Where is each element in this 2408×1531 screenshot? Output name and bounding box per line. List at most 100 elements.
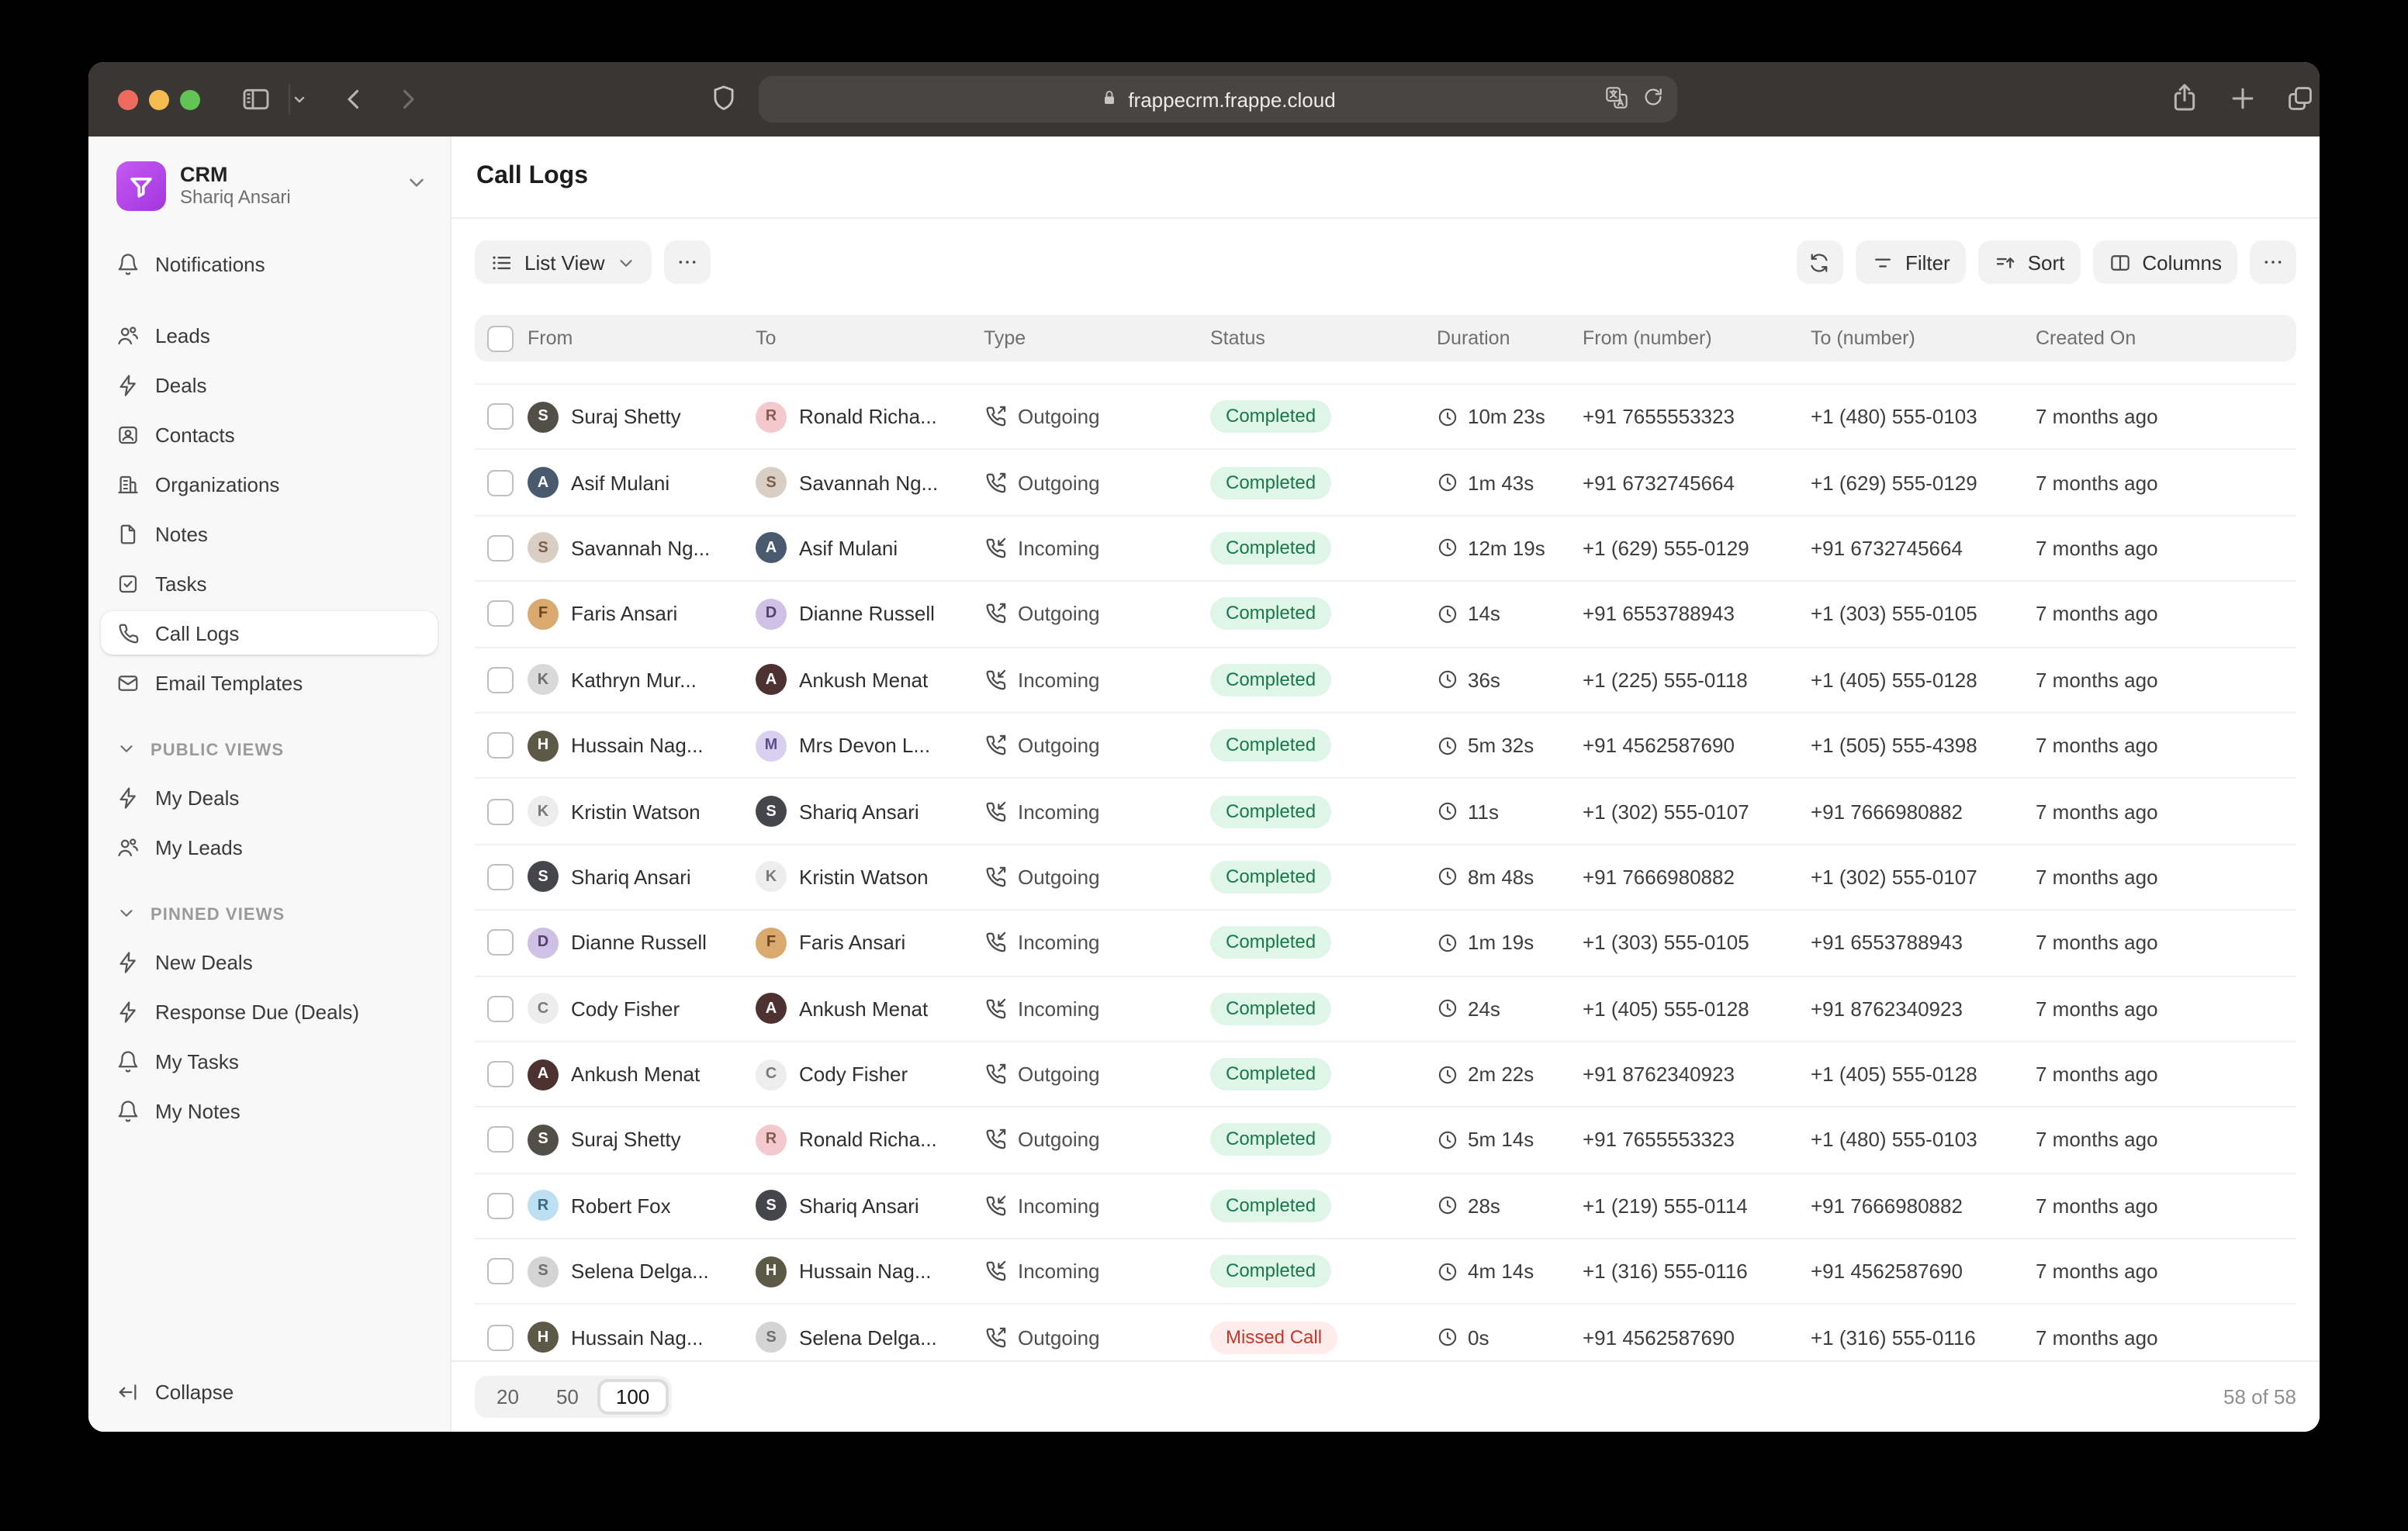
table-row[interactable]: S Savannah Ng... A Asif Mulani Incoming … [475, 517, 2296, 582]
sidebar-item-tasks[interactable]: Tasks [101, 562, 438, 605]
sidebar-item-my-notes[interactable]: My Notes [101, 1089, 438, 1132]
table-row[interactable]: S Selena Delga... H Hussain Nag... Incom… [475, 1239, 2296, 1305]
row-checkbox[interactable] [487, 995, 514, 1022]
table-row[interactable]: K Kristin Watson S Shariq Ansari Incomin… [475, 779, 2296, 845]
row-checkbox[interactable] [487, 1061, 514, 1088]
page-size-option-100[interactable]: 100 [597, 1379, 669, 1415]
filter-button[interactable]: Filter [1855, 240, 1966, 284]
from-number: +1 (225) 555-0118 [1583, 668, 1748, 692]
row-checkbox[interactable] [487, 534, 514, 562]
row-checkbox[interactable] [487, 732, 514, 759]
sidebar-item-notifications[interactable]: Notifications [101, 242, 438, 285]
row-checkbox[interactable] [487, 1192, 514, 1219]
section-header-public-views[interactable]: PUBLIC VIEWS [116, 738, 438, 763]
section-header-pinned-views[interactable]: PINNED VIEWS [116, 903, 438, 928]
sidebar-item-my-leads[interactable]: My Leads [101, 825, 438, 869]
close-window-button[interactable] [118, 89, 138, 109]
more-options-button[interactable] [2250, 240, 2296, 284]
table-row[interactable]: A Asif Mulani S Savannah Ng... Outgoing … [475, 451, 2296, 517]
zoom-window-button[interactable] [180, 89, 200, 109]
row-checkbox[interactable] [487, 469, 514, 496]
columns-label: Columns [2142, 251, 2222, 274]
table-row[interactable]: H Hussain Nag... M Mrs Devon L... Outgoi… [475, 714, 2296, 779]
minimize-window-button[interactable] [149, 89, 169, 109]
sidebar-item-response-due-deals[interactable]: Response Due (Deals) [101, 990, 438, 1033]
from-number: +91 4562587690 [1583, 734, 1735, 758]
tasks-icon [116, 572, 140, 595]
table-row[interactable]: R Robert Fox S Shariq Ansari Incoming Co… [475, 1173, 2296, 1240]
row-checkbox[interactable] [487, 403, 514, 430]
table-row[interactable]: S Suraj Shetty R Ronald Richa... Outgoin… [475, 385, 2296, 451]
address-bar[interactable]: frappecrm.frappe.cloud [759, 76, 1677, 123]
table-row[interactable]: F Faris Ansari D Dianne Russell Outgoing… [475, 582, 2296, 648]
zap-icon [116, 950, 140, 973]
duration: 5m 14s [1468, 1128, 1534, 1152]
table-row[interactable]: D Dianne Russell F Faris Ansari Incoming… [475, 911, 2296, 977]
sidebar-item-email-templates[interactable]: Email Templates [101, 661, 438, 704]
duration: 12m 19s [1468, 536, 1545, 560]
translate-icon[interactable] [1604, 85, 1629, 114]
sidebar-item-notes[interactable]: Notes [101, 512, 438, 555]
row-checkbox[interactable] [487, 929, 514, 956]
table-row[interactable]: S Shariq Ansari K Kristin Watson Outgoin… [475, 845, 2296, 911]
status-badge: Completed [1210, 926, 1332, 959]
row-checkbox[interactable] [487, 863, 514, 890]
column-header-to-number[interactable]: To (number) [1811, 327, 1915, 349]
sort-button[interactable]: Sort [1977, 240, 2081, 284]
share-icon[interactable] [2169, 82, 2200, 113]
workspace-switcher[interactable]: CRM Shariq Ansari [116, 161, 428, 211]
table-row[interactable]: H Hussain Nag... S Selena Delga... Outgo… [475, 1305, 2296, 1360]
view-switcher-button[interactable]: List View [475, 240, 652, 284]
column-header-from[interactable]: From [528, 327, 573, 349]
new-tab-icon[interactable] [2228, 84, 2258, 113]
column-header-to[interactable]: To [756, 327, 777, 349]
sidebar-toggle-icon[interactable] [240, 84, 272, 115]
select-all-checkbox[interactable] [487, 325, 514, 351]
sidebar-item-new-deals[interactable]: New Deals [101, 940, 438, 983]
row-checkbox[interactable] [487, 1126, 514, 1153]
column-header-status[interactable]: Status [1210, 327, 1265, 349]
from-number: +1 (629) 555-0129 [1583, 536, 1749, 560]
page-size-option-20[interactable]: 20 [496, 1385, 519, 1408]
sidebar-item-label: New Deals [155, 950, 253, 973]
clock-icon [1437, 997, 1458, 1019]
columns-button[interactable]: Columns [2092, 240, 2237, 284]
privacy-shield-icon[interactable] [709, 84, 739, 113]
page-size-option-50[interactable]: 50 [555, 1385, 579, 1408]
sidebar-item-call-logs[interactable]: Call Logs [101, 611, 438, 655]
sidebar-item-my-deals[interactable]: My Deals [101, 776, 438, 819]
from-avatar: S [528, 1124, 559, 1156]
row-checkbox[interactable] [487, 600, 514, 627]
duration: 10m 23s [1468, 405, 1545, 429]
sidebar-item-my-tasks[interactable]: My Tasks [101, 1039, 438, 1083]
sidebar-item-deals[interactable]: Deals [101, 363, 438, 406]
collapse-sidebar-button[interactable]: Collapse [101, 1370, 438, 1413]
row-checkbox[interactable] [487, 1324, 514, 1351]
view-more-button[interactable] [663, 240, 711, 284]
chevron-down-icon[interactable] [290, 90, 309, 109]
sidebar-item-organizations[interactable]: Organizations [101, 462, 438, 506]
status-badge: Completed [1210, 992, 1332, 1025]
table-row[interactable]: A Ankush Menat C Cody Fisher Outgoing Co… [475, 1042, 2296, 1108]
toolbar: List View Filter [452, 219, 2320, 306]
row-checkbox[interactable] [487, 1258, 514, 1285]
table-row[interactable]: S Suraj Shetty R Ronald Richa... Outgoin… [475, 1108, 2296, 1174]
filter-icon [1871, 251, 1894, 274]
column-header-created-on[interactable]: Created On [2036, 327, 2136, 349]
column-header-from-number[interactable]: From (number) [1583, 327, 1712, 349]
refresh-button[interactable] [1796, 240, 1843, 284]
column-header-duration[interactable]: Duration [1437, 327, 1510, 349]
reload-icon[interactable] [1642, 85, 1665, 113]
to-name: Ronald Richa... [799, 1128, 937, 1152]
tab-overview-icon[interactable] [2285, 84, 2315, 113]
table-row[interactable]: K Kathryn Mur... A Ankush Menat Incoming… [475, 648, 2296, 714]
row-checkbox[interactable] [487, 666, 514, 693]
row-checkbox[interactable] [487, 798, 514, 825]
column-header-type[interactable]: Type [984, 327, 1026, 349]
table-row[interactable]: C Cody Fisher A Ankush Menat Incoming Co… [475, 976, 2296, 1042]
forward-button[interactable] [394, 85, 422, 113]
sidebar-item-contacts[interactable]: Contacts [101, 413, 438, 456]
sidebar-item-leads[interactable]: Leads [101, 313, 438, 357]
back-button[interactable] [340, 85, 368, 113]
to-avatar: R [756, 1124, 787, 1156]
